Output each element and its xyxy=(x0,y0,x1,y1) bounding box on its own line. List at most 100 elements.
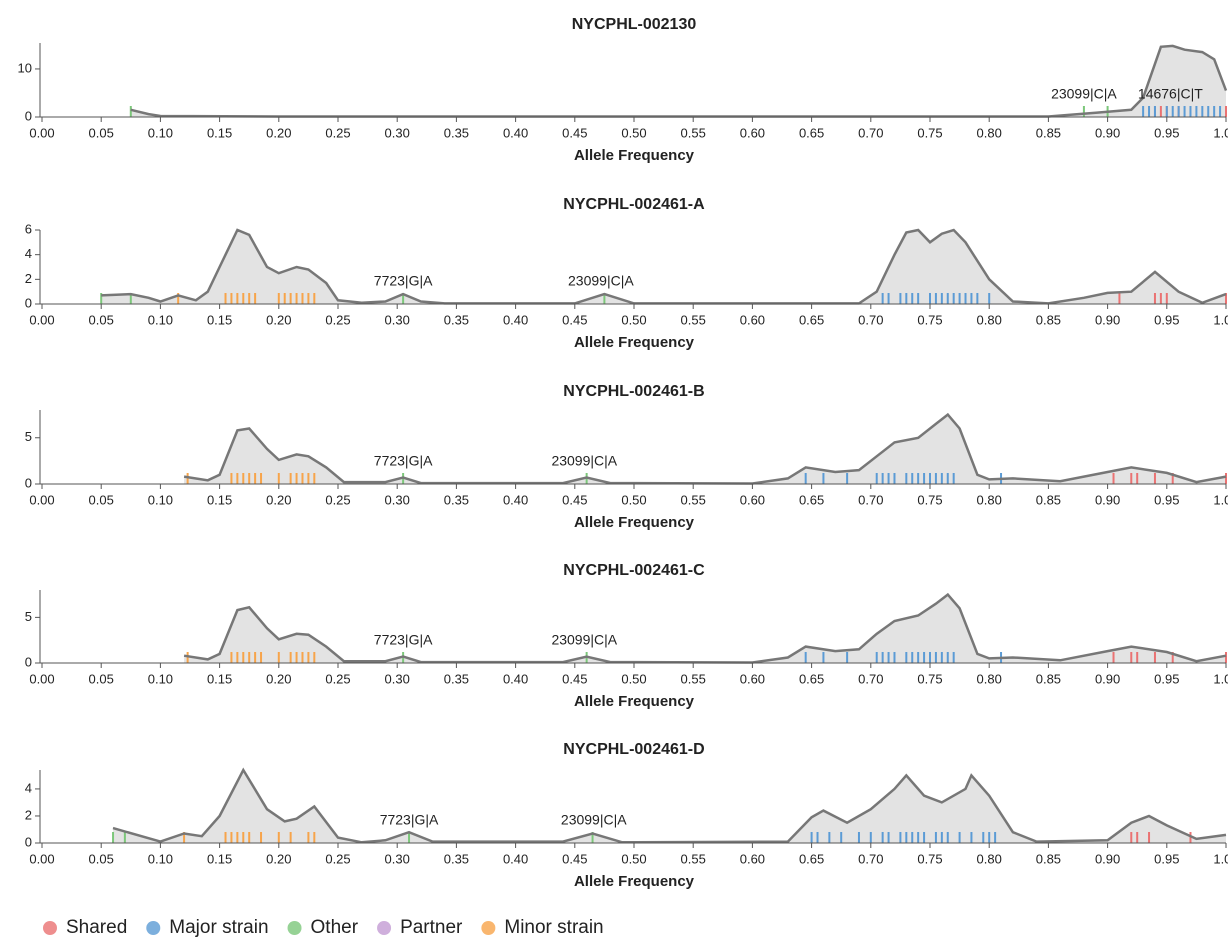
legend-swatch xyxy=(146,921,161,935)
density-line xyxy=(130,44,1228,118)
x-tick-label: 0.10 xyxy=(148,492,173,507)
y-tick-label: 0 xyxy=(25,108,32,123)
x-tick-label: 0.70 xyxy=(858,312,883,327)
x-tick-label: 0.20 xyxy=(266,671,291,686)
y-tick-label: 10 xyxy=(18,60,32,75)
x-tick-label: 0.80 xyxy=(977,492,1002,507)
y-tick-label: 6 xyxy=(25,221,32,236)
y-tick-label: 0 xyxy=(25,295,32,310)
x-tick-label: 0.85 xyxy=(1036,125,1061,140)
x-tick-label: 0.25 xyxy=(325,671,350,686)
x-tick-label: 0.50 xyxy=(621,492,646,507)
x-tick-label: 0.15 xyxy=(207,492,232,507)
x-tick-label: 0.75 xyxy=(917,851,942,866)
x-tick-label: 0.55 xyxy=(681,851,706,866)
y-tick-label: 5 xyxy=(25,429,32,444)
x-tick-label: 0.05 xyxy=(89,851,114,866)
annotation: 7723|G|A xyxy=(374,273,433,289)
x-tick-label: 0.80 xyxy=(977,125,1002,140)
x-tick-label: 0.40 xyxy=(503,125,528,140)
x-tick-label: 0.75 xyxy=(917,125,942,140)
x-tick-label: 0.75 xyxy=(917,492,942,507)
density-line xyxy=(112,767,1227,844)
legend-label: Minor strain xyxy=(504,917,603,937)
x-tick-label: 0.95 xyxy=(1154,125,1179,140)
x-tick-label: 0.95 xyxy=(1154,851,1179,866)
x-axis-label: Allele Frequency xyxy=(574,514,695,531)
x-tick-label: 0.60 xyxy=(740,492,765,507)
x-tick-label: 0.25 xyxy=(325,312,350,327)
x-tick-label: 1.00 xyxy=(1213,312,1228,327)
x-tick-label: 0.60 xyxy=(740,671,765,686)
x-tick-label: 0.65 xyxy=(799,125,824,140)
annotation: 7723|G|A xyxy=(380,812,439,828)
x-tick-label: 0.05 xyxy=(89,312,114,327)
density-fill xyxy=(130,45,1226,117)
x-tick-label: 0.70 xyxy=(858,125,883,140)
x-tick-label: 0.35 xyxy=(444,125,469,140)
chart-title: NYCPHL-002461-A xyxy=(563,196,705,213)
x-tick-label: 0.20 xyxy=(266,492,291,507)
x-tick-label: 0.35 xyxy=(444,492,469,507)
x-tick-label: 0.25 xyxy=(325,492,350,507)
x-tick-label: 0.50 xyxy=(621,312,646,327)
legend-label: Shared xyxy=(66,917,127,937)
x-tick-label: 0.70 xyxy=(858,851,883,866)
x-tick-label: 0.60 xyxy=(740,851,765,866)
x-tick-label: 0.00 xyxy=(29,671,54,686)
x-tick-label: 0.50 xyxy=(621,125,646,140)
x-tick-label: 0.15 xyxy=(207,851,232,866)
x-tick-label: 0.45 xyxy=(562,312,587,327)
x-tick-label: 0.20 xyxy=(266,851,291,866)
x-tick-label: 0.30 xyxy=(385,125,410,140)
x-tick-label: 0.55 xyxy=(681,671,706,686)
x-tick-label: 0.95 xyxy=(1154,671,1179,686)
x-tick-label: 0.10 xyxy=(148,851,173,866)
density-line xyxy=(183,412,1227,485)
annotation: 23099|C|A xyxy=(1051,86,1117,102)
legend-swatch xyxy=(43,921,57,935)
x-tick-label: 0.15 xyxy=(207,312,232,327)
x-tick-label: 0.40 xyxy=(503,671,528,686)
x-tick-label: 0.40 xyxy=(503,492,528,507)
x-axis-label: Allele Frequency xyxy=(574,147,695,164)
y-tick-label: 4 xyxy=(25,780,32,795)
density-line xyxy=(101,228,1227,305)
x-tick-label: 0.20 xyxy=(266,312,291,327)
x-tick-label: 1.00 xyxy=(1213,125,1228,140)
annotation: 23099|C|A xyxy=(551,453,617,469)
x-tick-label: 0.80 xyxy=(977,671,1002,686)
legend-label: Other xyxy=(311,917,359,937)
x-tick-label: 0.35 xyxy=(444,312,469,327)
annotation: 23099|C|A xyxy=(568,273,634,289)
x-tick-label: 0.65 xyxy=(799,492,824,507)
x-axis-label: Allele Frequency xyxy=(574,334,695,351)
x-tick-label: 0.55 xyxy=(681,125,706,140)
x-tick-label: 0.85 xyxy=(1036,492,1061,507)
x-tick-label: 0.85 xyxy=(1036,671,1061,686)
x-tick-label: 0.30 xyxy=(385,492,410,507)
x-tick-label: 0.45 xyxy=(562,492,587,507)
x-tick-label: 0.30 xyxy=(385,312,410,327)
x-tick-label: 0.15 xyxy=(207,671,232,686)
x-tick-label: 0.50 xyxy=(621,671,646,686)
x-tick-label: 0.00 xyxy=(29,312,54,327)
x-tick-label: 0.70 xyxy=(858,492,883,507)
x-tick-label: 0.80 xyxy=(977,312,1002,327)
x-tick-label: 0.90 xyxy=(1095,492,1120,507)
legend-label: Major strain xyxy=(169,917,268,937)
y-tick-label: 2 xyxy=(25,807,32,822)
x-axis-label: Allele Frequency xyxy=(574,873,695,890)
x-tick-label: 0.75 xyxy=(917,312,942,327)
legend-swatch xyxy=(481,921,496,935)
annotation: 23099|C|A xyxy=(551,632,617,648)
x-tick-label: 0.60 xyxy=(740,125,765,140)
x-tick-label: 0.90 xyxy=(1095,671,1120,686)
x-tick-label: 0.60 xyxy=(740,312,765,327)
chart-title: NYCPHL-002461-B xyxy=(563,383,704,400)
annotation: 14676|C|T xyxy=(1138,86,1203,102)
x-tick-label: 0.45 xyxy=(562,851,587,866)
x-tick-label: 0.45 xyxy=(562,671,587,686)
y-tick-label: 0 xyxy=(25,834,32,849)
x-tick-label: 0.50 xyxy=(621,851,646,866)
